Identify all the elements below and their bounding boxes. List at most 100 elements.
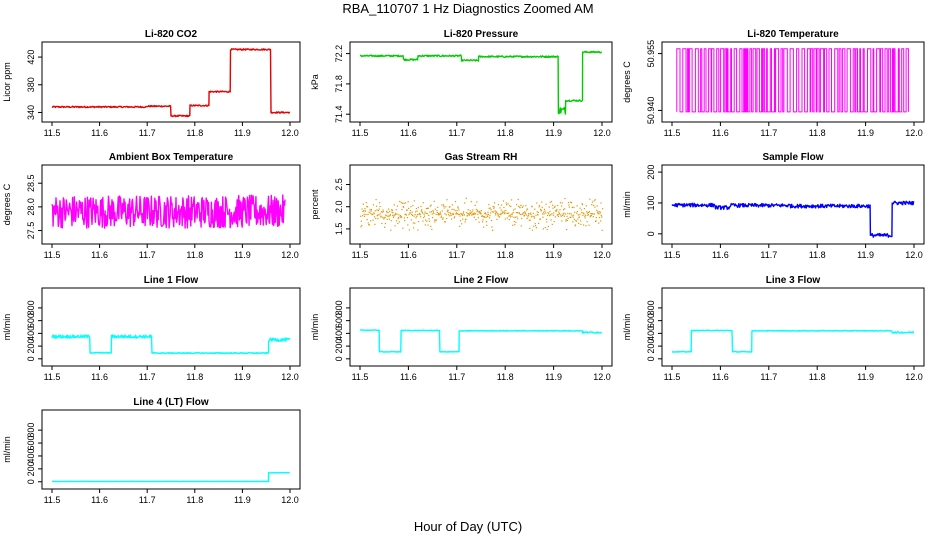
data-point	[510, 213, 512, 215]
data-point	[375, 199, 377, 201]
x-tick-label: 12.0	[281, 250, 299, 260]
data-point	[538, 204, 541, 207]
series-line	[676, 48, 909, 113]
data-point	[452, 213, 455, 216]
data-point	[486, 214, 488, 216]
data-point	[558, 211, 560, 213]
data-point	[419, 213, 421, 215]
data-point	[522, 205, 524, 207]
data-point	[504, 218, 506, 220]
data-point	[397, 222, 399, 225]
data-point	[373, 213, 375, 215]
data-point	[596, 205, 598, 207]
data-point	[581, 204, 584, 206]
panel-9: Line 3 Flow ml/min 11.5 11.6 11.7 11.8 11.9 12.…	[622, 275, 925, 382]
data-point	[424, 224, 426, 226]
data-point	[540, 208, 542, 210]
data-point	[405, 214, 407, 216]
data-point	[572, 221, 574, 223]
y-tick-label: 800	[26, 300, 36, 315]
data-point	[494, 202, 496, 204]
data-point	[427, 224, 429, 226]
data-point	[412, 205, 414, 207]
data-point	[597, 213, 599, 215]
data-point	[512, 224, 514, 226]
y-tick-label: 340	[26, 105, 36, 120]
data-point	[537, 211, 539, 214]
data-point	[549, 210, 551, 213]
x-tick-label: 11.8	[186, 372, 203, 382]
data-point	[550, 219, 552, 221]
data-point	[375, 205, 378, 207]
data-point	[524, 211, 526, 213]
x-tick-label: 11.6	[712, 128, 729, 138]
panel-title: Line 4 (LT) Flow	[133, 397, 209, 408]
data-point	[429, 211, 431, 213]
data-point	[473, 212, 475, 214]
data-point	[372, 204, 374, 206]
data-point	[390, 229, 392, 231]
data-point	[571, 206, 573, 208]
data-point	[377, 214, 379, 216]
data-point	[581, 212, 583, 214]
data-point	[562, 209, 565, 211]
data-point	[411, 213, 413, 215]
y-tick-label: 50.955	[646, 40, 656, 68]
data-point	[547, 225, 549, 228]
data-point	[514, 216, 517, 218]
data-point	[536, 202, 538, 204]
plot-frame	[41, 164, 301, 245]
data-point	[380, 211, 383, 213]
data-point	[421, 211, 423, 213]
data-point	[581, 203, 583, 205]
data-point	[514, 223, 516, 226]
data-point	[397, 217, 400, 219]
data-point	[360, 220, 362, 222]
data-point	[494, 210, 496, 212]
x-tick-label: 11.9	[857, 250, 874, 260]
data-point	[545, 212, 547, 214]
data-point	[474, 212, 476, 214]
data-point	[409, 212, 411, 214]
y-tick-label: 800	[334, 300, 344, 315]
data-point	[410, 219, 412, 221]
data-point	[454, 201, 457, 203]
data-point	[407, 224, 409, 226]
data-point	[548, 206, 550, 208]
data-point	[497, 213, 499, 215]
data-point	[541, 206, 543, 208]
data-point	[393, 204, 395, 206]
data-point	[539, 219, 541, 221]
y-tick-label: 200	[334, 339, 344, 354]
data-point	[583, 208, 585, 210]
data-point	[369, 209, 371, 211]
data-point	[556, 209, 558, 211]
data-point	[450, 214, 452, 216]
x-tick-label: 11.8	[809, 250, 826, 260]
data-point	[421, 209, 423, 211]
data-point	[375, 217, 377, 219]
data-point	[363, 213, 365, 215]
data-point	[420, 205, 422, 207]
data-point	[518, 212, 520, 214]
data-point	[500, 204, 503, 206]
data-point	[533, 216, 535, 218]
data-point	[590, 215, 592, 217]
data-point	[360, 215, 362, 217]
panels-group: Li-820 CO2 Licor ppm 11.5 11.6 11.7 11.8 11.9 1…	[2, 29, 925, 505]
data-point	[551, 223, 553, 225]
y-axis-label: kPa	[310, 74, 320, 90]
data-point	[535, 214, 537, 216]
data-point	[490, 219, 493, 221]
y-axis-label: ml/min	[622, 191, 632, 218]
x-tick-label: 11.8	[809, 128, 826, 138]
data-point	[573, 206, 575, 209]
data-point	[516, 212, 518, 214]
data-point	[487, 213, 489, 215]
panel-title: Ambient Box Temperature	[109, 152, 234, 163]
data-point	[430, 225, 432, 227]
data-point	[379, 213, 381, 215]
data-point	[545, 203, 547, 205]
y-tick-label: 600	[646, 313, 656, 328]
y-tick-label: 600	[26, 436, 36, 451]
